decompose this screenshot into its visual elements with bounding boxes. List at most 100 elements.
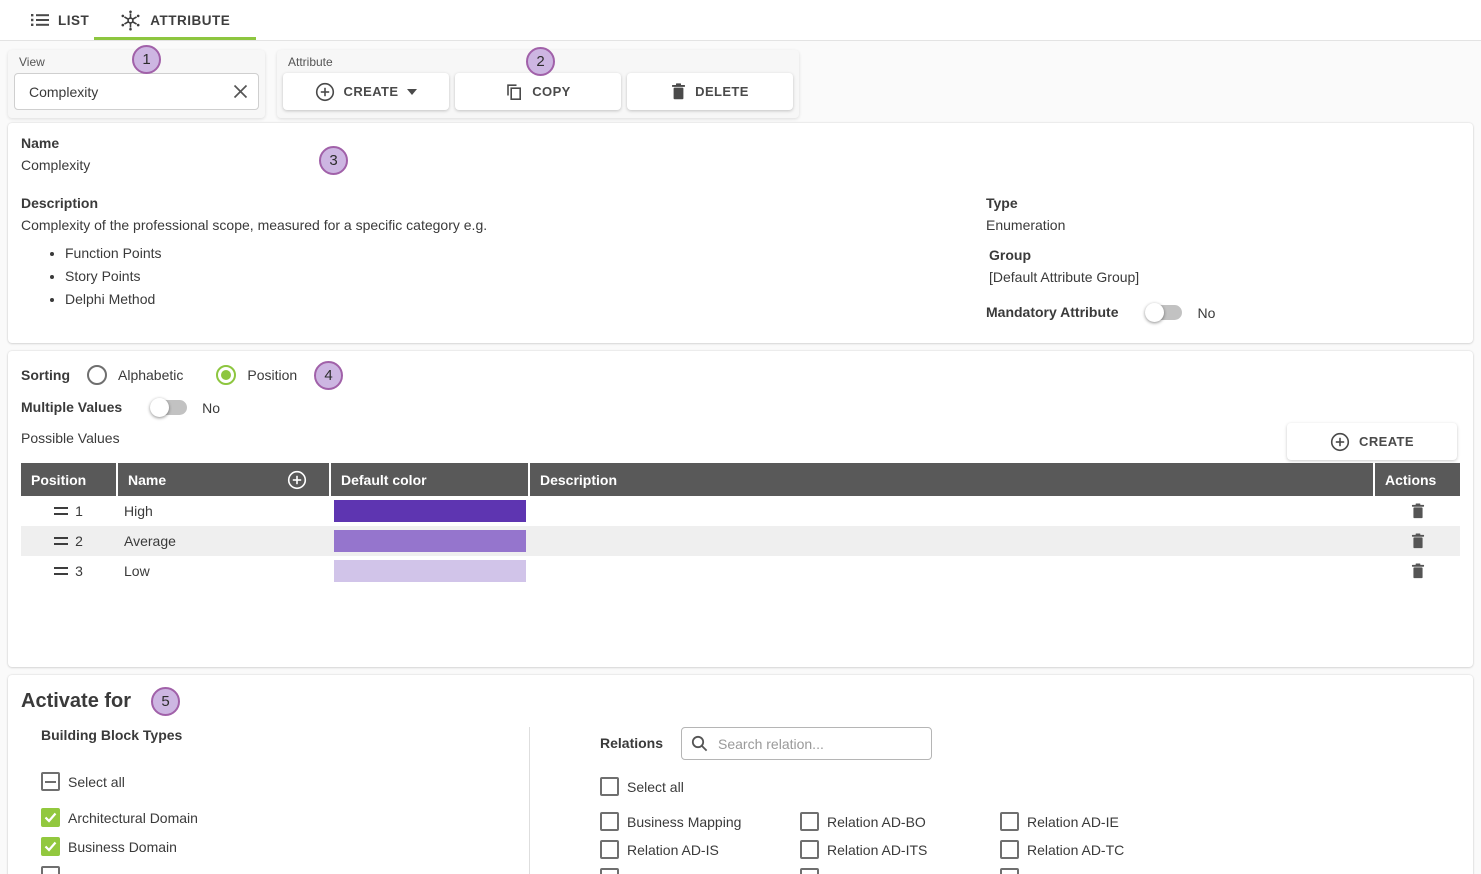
- table-row: 1 High: [21, 496, 1460, 526]
- mandatory-attribute-label: Mandatory Attribute: [986, 304, 1119, 320]
- checkbox-unchecked-icon: [1000, 868, 1019, 874]
- checkbox-label: Relation AD-ITS: [827, 841, 928, 858]
- checkbox-unchecked-icon: [600, 840, 619, 859]
- checkbox-unchecked-icon: [600, 777, 619, 796]
- building-block-types-label: Building Block Types: [41, 727, 183, 743]
- create-attribute-button[interactable]: CREATE: [283, 73, 449, 110]
- attribute-details-panel: Name Complexity Description Complexity o…: [8, 123, 1473, 343]
- row-description: [530, 556, 1373, 586]
- tab-list-label: LIST: [58, 12, 90, 28]
- column-header-default-color: Default color: [331, 463, 528, 496]
- group-label: Group: [989, 247, 1031, 263]
- toggle-knob: [1145, 303, 1165, 322]
- color-swatch[interactable]: [334, 500, 526, 522]
- relation-search-box[interactable]: [681, 727, 933, 760]
- possible-values-label: Possible Values: [21, 430, 120, 446]
- type-label: Type: [986, 195, 1018, 211]
- bullet-item: Function Points: [65, 243, 986, 263]
- row-position: 3: [75, 563, 83, 579]
- clear-icon[interactable]: [233, 84, 248, 99]
- checkbox-checked-icon: [41, 808, 60, 827]
- annotation-badge-2: 2: [526, 47, 555, 76]
- delete-value-icon[interactable]: [1411, 503, 1425, 519]
- bullet-item: Delphi Method: [65, 289, 986, 309]
- color-swatch[interactable]: [334, 530, 526, 552]
- delete-value-icon[interactable]: [1411, 533, 1425, 549]
- view-filter-value[interactable]: [27, 82, 233, 101]
- multiple-values-toggle[interactable]: [150, 398, 188, 417]
- row-name: Low: [124, 563, 150, 579]
- delete-button[interactable]: DELETE: [627, 73, 793, 110]
- checkbox-checked-icon: [41, 837, 60, 856]
- tab-attribute-label: ATTRIBUTE: [150, 12, 231, 28]
- radio-position[interactable]: Position: [216, 365, 297, 385]
- relation-checkbox-item[interactable]: Relation AD-IS: [600, 840, 800, 859]
- row-name: High: [124, 503, 153, 519]
- checkbox-unchecked-icon: [800, 868, 819, 874]
- relation-checkbox-item[interactable]: Relation AD-TC: [1000, 840, 1200, 859]
- checkbox-item[interactable]: Business Domain: [41, 837, 529, 856]
- checkbox-unchecked-icon: [41, 866, 60, 874]
- relations-select-all-label: Select all: [627, 778, 684, 795]
- type-value: Enumeration: [986, 217, 1066, 233]
- relation-search-input[interactable]: [716, 734, 924, 753]
- view-filter-input[interactable]: [14, 73, 259, 110]
- annotation-badge-5: 5: [151, 687, 180, 716]
- tab-list[interactable]: LIST: [28, 0, 92, 40]
- copy-button[interactable]: COPY: [455, 73, 621, 110]
- activate-for-title: Activate for: [21, 690, 132, 712]
- search-icon: [691, 735, 708, 752]
- add-value-icon[interactable]: [287, 470, 307, 490]
- tab-attribute[interactable]: ATTRIBUTE: [94, 0, 257, 40]
- radio-unselected-icon: [87, 365, 107, 385]
- checkbox-unchecked-icon: [800, 812, 819, 831]
- radio-position-label: Position: [247, 367, 298, 383]
- relation-checkbox-item-partial[interactable]: [1000, 868, 1200, 874]
- building-block-types-section: Building Block Types Select all Architec…: [21, 727, 530, 874]
- relations-select-all[interactable]: Select all: [600, 777, 1460, 796]
- relation-checkbox-item-partial[interactable]: [800, 868, 1000, 874]
- delete-button-label: DELETE: [695, 84, 749, 99]
- radio-alphabetic[interactable]: Alphabetic: [87, 365, 183, 385]
- mandatory-toggle[interactable]: [1145, 303, 1183, 322]
- create-value-button[interactable]: CREATE: [1287, 423, 1457, 460]
- column-header-description: Description: [530, 463, 1373, 496]
- relations-section: Relations Select all: [530, 727, 1460, 874]
- column-header-position: Position: [21, 463, 116, 496]
- annotation-badge-4: 4: [314, 361, 343, 390]
- drag-handle-icon[interactable]: [54, 507, 69, 515]
- radio-selected-icon: [216, 365, 237, 385]
- checkbox-label: Relation AD-TC: [1027, 841, 1125, 858]
- color-swatch[interactable]: [334, 560, 526, 582]
- copy-icon: [507, 83, 522, 100]
- drag-handle-icon[interactable]: [54, 537, 69, 545]
- row-description: [530, 526, 1373, 556]
- bbt-select-all-label: Select all: [68, 773, 125, 790]
- relation-checkbox-item[interactable]: Relation AD-BO: [800, 812, 1000, 831]
- checkbox-unchecked-icon: [1000, 812, 1019, 831]
- radio-alphabetic-label: Alphabetic: [118, 367, 184, 383]
- active-tab-underline: [94, 37, 257, 40]
- tab-bar: LIST ATTRIBUTE: [0, 0, 1481, 41]
- bbt-select-all[interactable]: Select all: [41, 772, 529, 791]
- delete-value-icon[interactable]: [1411, 563, 1425, 579]
- plus-circle-icon: [315, 82, 334, 101]
- drag-handle-icon[interactable]: [54, 567, 69, 575]
- checkbox-unchecked-icon: [600, 812, 619, 831]
- relation-checkbox-item[interactable]: Relation AD-ITS: [800, 840, 1000, 859]
- annotation-badge-1: 1: [132, 45, 161, 74]
- attribute-icon: [121, 10, 140, 31]
- checkbox-label: Relation AD-BO: [827, 813, 926, 830]
- checkbox-item[interactable]: Architectural Domain: [41, 808, 529, 827]
- row-description: [530, 496, 1373, 526]
- relation-checkbox-item-partial[interactable]: [600, 868, 800, 874]
- relation-checkbox-item[interactable]: Business Mapping: [600, 812, 800, 831]
- group-value: [Default Attribute Group]: [989, 269, 1140, 285]
- checkbox-label: Relation AD-IS: [627, 841, 719, 858]
- activate-for-panel: Activate for Building Block Types Select…: [8, 675, 1473, 874]
- annotation-badge-3: 3: [319, 146, 348, 175]
- checkbox-item-partial[interactable]: [41, 866, 529, 874]
- attribute-group: Attribute CREATE: [277, 50, 799, 118]
- relation-checkbox-item[interactable]: Relation AD-IE: [1000, 812, 1200, 831]
